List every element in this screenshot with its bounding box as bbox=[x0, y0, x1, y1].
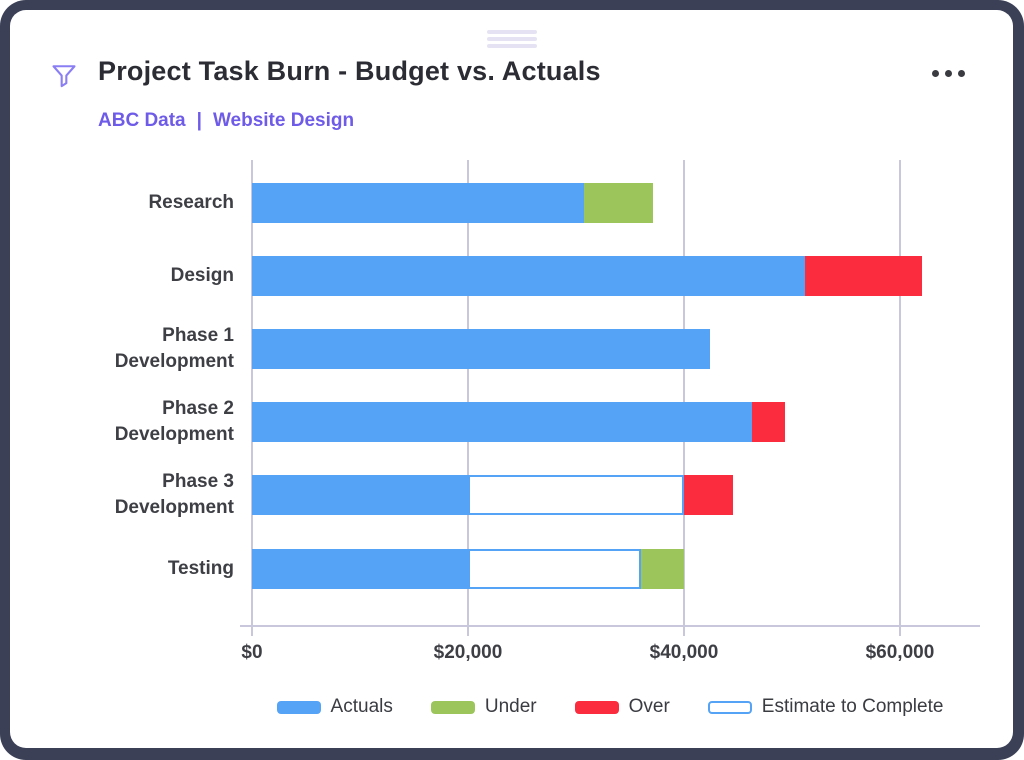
x-axis-tick-label: $20,000 bbox=[433, 642, 503, 663]
bar-segment-actuals bbox=[252, 255, 805, 296]
bar-segment-over bbox=[683, 475, 733, 516]
bar-chart: Research Design Phase 1 Development Phase 2… bbox=[40, 160, 980, 730]
bar-segment-under bbox=[583, 182, 653, 223]
drag-handle-line bbox=[486, 30, 537, 34]
drag-handle-icon[interactable] bbox=[486, 30, 537, 48]
axis-ticks bbox=[251, 627, 968, 637]
legend-swatch-etc bbox=[707, 700, 752, 714]
breadcrumb-link-dataset[interactable]: ABC Data bbox=[98, 110, 186, 131]
x-axis-tick-label: $0 bbox=[241, 642, 263, 663]
tick-mark bbox=[898, 627, 901, 636]
gridline bbox=[898, 160, 901, 627]
plot-area: Research Design Phase 1 Development Phase 2… bbox=[40, 160, 980, 636]
chart-row: Research bbox=[40, 166, 968, 239]
legend-swatch-actuals bbox=[276, 700, 321, 714]
bar-segment-actuals bbox=[252, 328, 710, 369]
legend-label: Under bbox=[484, 696, 537, 717]
category-label: Testing bbox=[167, 557, 234, 579]
bar-segment-over bbox=[804, 255, 922, 296]
bar-segment-under bbox=[640, 548, 684, 589]
legend-label: Actuals bbox=[330, 696, 393, 717]
bar-segment-actuals bbox=[252, 475, 468, 516]
chart-row: Phase 2 Development bbox=[40, 386, 968, 459]
bar-track bbox=[252, 255, 968, 296]
gridline bbox=[682, 160, 685, 627]
bar-segment-actuals bbox=[252, 402, 752, 443]
bar-segment-etc bbox=[467, 475, 684, 516]
x-axis-tick-label: $60,000 bbox=[865, 642, 935, 663]
breadcrumb-separator: | bbox=[196, 110, 202, 131]
more-options-button[interactable] bbox=[928, 66, 969, 81]
legend-label: Over bbox=[628, 696, 670, 717]
filter-icon[interactable] bbox=[50, 60, 78, 90]
category-label: Design bbox=[170, 264, 234, 286]
category-label: Phase 2 Development bbox=[114, 398, 234, 446]
category-label: Phase 3 Development bbox=[114, 471, 234, 519]
chart-title: Project Task Burn - Budget vs. Actuals bbox=[98, 56, 601, 86]
legend-swatch-under bbox=[430, 700, 475, 714]
legend-item-under: Under bbox=[430, 696, 537, 718]
dot-icon bbox=[932, 70, 939, 77]
dot-icon bbox=[945, 70, 952, 77]
bar-track bbox=[252, 402, 968, 443]
tick-mark bbox=[466, 627, 469, 636]
dot-icon bbox=[958, 70, 965, 77]
chart-rows: Research Design Phase 1 Development Phase 2… bbox=[40, 160, 968, 627]
chart-card: Project Task Burn - Budget vs. Actuals A… bbox=[10, 10, 1013, 748]
legend-item-actuals: Actuals bbox=[276, 696, 393, 718]
gridline bbox=[466, 160, 469, 627]
bar-segment-etc bbox=[467, 548, 641, 589]
category-label: Research bbox=[148, 191, 234, 213]
x-axis-labels: $0 $20,000 $40,000 $60,000 bbox=[241, 642, 968, 668]
header: Project Task Burn - Budget vs. Actuals bbox=[40, 56, 983, 100]
breadcrumb-link-project[interactable]: Website Design bbox=[212, 110, 355, 131]
drag-handle-line bbox=[486, 37, 537, 41]
bar-segment-over bbox=[752, 402, 786, 443]
x-axis-line bbox=[240, 625, 980, 627]
legend-item-over: Over bbox=[574, 696, 670, 718]
bar-segment-actuals bbox=[252, 548, 468, 589]
chart-row: Phase 1 Development bbox=[40, 312, 968, 385]
bar-track bbox=[252, 182, 968, 223]
bar-track bbox=[252, 475, 968, 516]
legend-swatch-over bbox=[574, 700, 619, 714]
gridline bbox=[251, 160, 253, 627]
chart-row: Phase 3 Development bbox=[40, 459, 968, 532]
chart-row: Design bbox=[40, 239, 968, 312]
bar-track bbox=[252, 328, 968, 369]
legend-label: Estimate to Complete bbox=[761, 696, 944, 717]
breadcrumb: ABC Data | Website Design bbox=[98, 110, 354, 132]
category-label: Phase 1 Development bbox=[114, 324, 234, 372]
bar-track bbox=[252, 548, 968, 589]
drag-handle-line bbox=[486, 44, 537, 48]
tick-mark bbox=[251, 627, 253, 636]
bar-segment-actuals bbox=[252, 182, 584, 223]
x-axis-tick-label: $40,000 bbox=[649, 642, 719, 663]
legend-item-etc: Estimate to Complete bbox=[707, 696, 944, 718]
tick-mark bbox=[682, 627, 685, 636]
chart-row: Testing bbox=[40, 532, 968, 605]
gridlines bbox=[251, 160, 968, 627]
chart-legend: Actuals Under Over Estimate to Complete bbox=[252, 696, 968, 718]
